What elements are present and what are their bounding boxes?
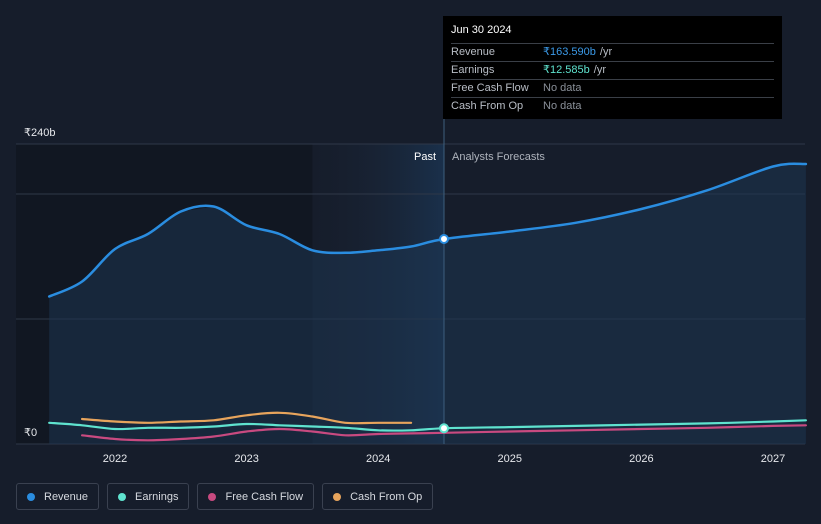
tooltip-row-revenue: Revenue ₹163.590b/yr <box>451 43 774 60</box>
legend-label: Cash From Op <box>350 490 423 503</box>
legend-item-cash-from-op[interactable]: Cash From Op <box>322 483 434 510</box>
tooltip-row-free-cash-flow: Free Cash Flow No data <box>451 79 774 96</box>
earnings-marker <box>439 423 449 434</box>
earnings-dot-icon <box>118 492 127 501</box>
tooltip-cfo-value: No data <box>543 100 582 112</box>
legend-label: Earnings <box>135 490 179 503</box>
free-cash-flow-dot-icon <box>208 492 217 501</box>
y-tick-label: ₹240b <box>24 127 55 139</box>
x-tick-label: 2022 <box>103 453 127 465</box>
legend-label: Revenue <box>44 490 89 503</box>
revenue-area <box>49 164 806 444</box>
forecast-label: Analysts Forecasts <box>452 151 545 163</box>
legend-item-revenue[interactable]: Revenue <box>16 483 100 510</box>
tooltip-label: Free Cash Flow <box>451 82 529 94</box>
revenue-line <box>47 162 808 298</box>
legend: Revenue Earnings Free Cash Flow Cash Fro… <box>16 483 434 512</box>
tooltip-row-earnings: Earnings ₹12.585b/yr <box>451 61 774 78</box>
cash-from-op-dot-icon <box>333 492 342 501</box>
earnings-line <box>48 419 807 432</box>
revenue-marker <box>439 234 449 244</box>
tooltip: Jun 30 2024 Revenue ₹163.590b/yr Earning… <box>443 16 782 119</box>
legend-item-free-cash-flow[interactable]: Free Cash Flow <box>197 483 315 510</box>
tooltip-date: Jun 30 2024 <box>451 24 512 36</box>
cash-from-op-line <box>81 411 413 425</box>
x-tick-label: 2025 <box>498 453 522 465</box>
x-tick-label: 2027 <box>761 453 785 465</box>
y-tick-label: ₹0 <box>24 427 37 439</box>
tooltip-revenue-value: ₹163.590b <box>543 46 596 58</box>
past-label: Past <box>414 151 436 163</box>
tooltip-unit: /yr <box>593 64 606 76</box>
x-tick-label: 2026 <box>629 453 653 465</box>
free-cash-flow-line <box>81 424 807 442</box>
tooltip-unit: /yr <box>599 46 613 58</box>
revenue-dot-icon <box>27 492 35 501</box>
tooltip-earnings-value: ₹12.585b <box>543 64 590 76</box>
tooltip-label: Revenue <box>451 46 496 58</box>
tooltip-fcf-value: No data <box>543 82 582 94</box>
tooltip-label: Earnings <box>451 64 495 76</box>
legend-item-earnings[interactable]: Earnings <box>107 483 190 510</box>
x-tick-label: 2023 <box>234 453 258 465</box>
tooltip-label: Cash From Op <box>451 100 524 112</box>
tooltip-row-cash-from-op: Cash From Op No data <box>451 97 774 114</box>
x-tick-label: 2024 <box>366 453 390 465</box>
legend-label: Free Cash Flow <box>225 490 304 503</box>
